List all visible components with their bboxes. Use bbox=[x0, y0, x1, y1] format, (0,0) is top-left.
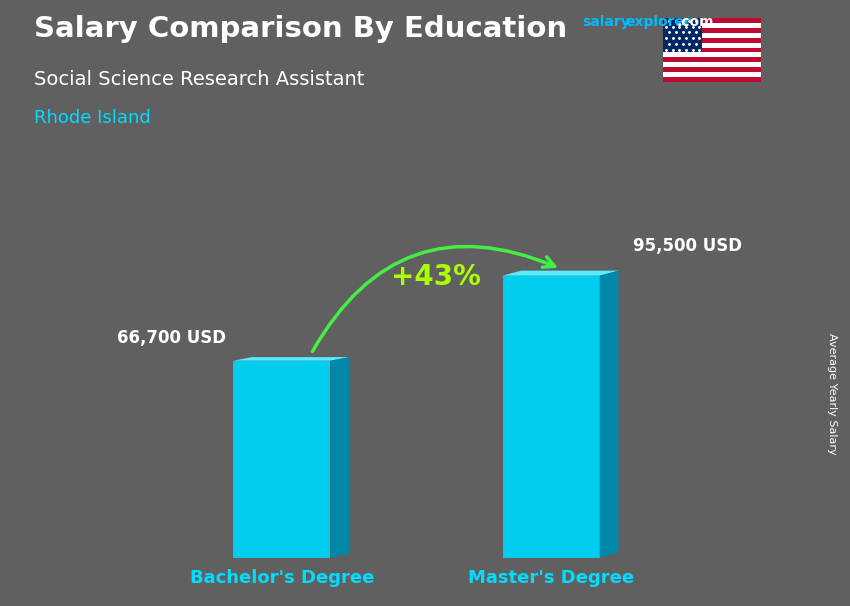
Polygon shape bbox=[331, 357, 349, 558]
Bar bbox=[663, 23, 761, 28]
Bar bbox=[663, 58, 761, 62]
Bar bbox=[663, 18, 702, 53]
Polygon shape bbox=[502, 271, 619, 276]
Text: Average Yearly Salary: Average Yearly Salary bbox=[827, 333, 837, 454]
Text: 66,700 USD: 66,700 USD bbox=[116, 329, 226, 347]
Bar bbox=[663, 18, 761, 23]
Text: Social Science Research Assistant: Social Science Research Assistant bbox=[34, 70, 365, 88]
Text: salary: salary bbox=[582, 15, 630, 29]
Text: Rhode Island: Rhode Island bbox=[34, 109, 150, 127]
Bar bbox=[502, 276, 600, 558]
Bar bbox=[663, 53, 761, 58]
Bar bbox=[663, 47, 761, 53]
Text: +43%: +43% bbox=[391, 263, 481, 291]
Bar bbox=[663, 38, 761, 42]
Bar bbox=[663, 42, 761, 47]
Text: Salary Comparison By Education: Salary Comparison By Education bbox=[34, 15, 567, 43]
Bar bbox=[233, 361, 331, 558]
Bar bbox=[663, 77, 761, 82]
Bar bbox=[663, 67, 761, 72]
Polygon shape bbox=[233, 357, 349, 361]
Text: explorer: explorer bbox=[626, 15, 692, 29]
Bar bbox=[663, 28, 761, 33]
Bar bbox=[663, 33, 761, 38]
Bar bbox=[663, 72, 761, 77]
Text: .com: .com bbox=[677, 15, 714, 29]
Bar bbox=[663, 62, 761, 67]
Text: 95,500 USD: 95,500 USD bbox=[633, 238, 742, 255]
Polygon shape bbox=[600, 271, 619, 558]
